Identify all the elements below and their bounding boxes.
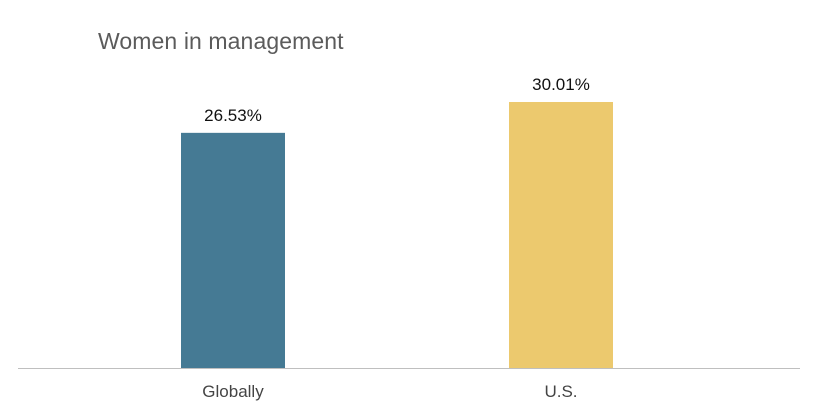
bar-globally (181, 132, 285, 368)
data-label: 30.01% (532, 75, 590, 94)
x-tick-label: Globally (202, 382, 264, 401)
bar-u-s (509, 102, 613, 368)
data-label: 26.53% (204, 106, 262, 125)
chart-title: Women in management (98, 28, 344, 54)
x-tick-label: U.S. (544, 382, 577, 401)
